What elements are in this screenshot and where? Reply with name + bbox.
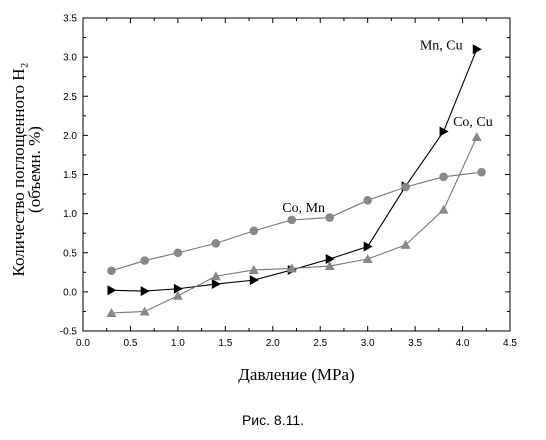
series-co-cu xyxy=(106,131,482,318)
y-tick-label: 1.0 xyxy=(63,209,77,220)
data-point xyxy=(401,182,410,192)
x-tick-label: 4.5 xyxy=(503,338,517,349)
data-point xyxy=(106,308,117,318)
data-point xyxy=(249,275,259,286)
data-point xyxy=(140,256,149,265)
data-point xyxy=(248,264,259,274)
series-layer xyxy=(106,44,486,318)
data-point xyxy=(472,44,482,55)
series-line xyxy=(111,49,478,292)
data-point xyxy=(400,239,411,249)
data-point xyxy=(286,263,297,273)
y-tick-label: 3.5 xyxy=(63,14,77,25)
x-tick-label: 3.0 xyxy=(361,338,375,349)
series-mn-cu xyxy=(107,44,482,297)
x-tick-label: 0.5 xyxy=(123,338,137,349)
data-point xyxy=(439,126,449,137)
chart: 0.0 0.5 1.0 1.5 2.0 2.5 3.0 3.5 4.0 4.5-0.50.00.5… xyxy=(9,14,518,385)
series-annotation: Co, Cu xyxy=(453,115,493,130)
x-tick-label: 1.5 xyxy=(218,338,232,349)
data-point xyxy=(211,239,221,248)
y-tick-label: 3.0 xyxy=(63,53,77,64)
y-tick-label: 0.0 xyxy=(63,287,77,298)
y-axis-title-line-2: (объемн. %) xyxy=(25,126,44,213)
data-point xyxy=(139,306,150,316)
data-point xyxy=(173,248,183,258)
data-point xyxy=(363,241,373,252)
y-tick-label: 2.0 xyxy=(63,131,77,142)
data-point xyxy=(107,285,117,296)
x-tick-label: 3.5 xyxy=(408,338,422,349)
y-tick-label: 2.5 xyxy=(63,92,77,103)
data-point xyxy=(172,290,183,300)
data-point xyxy=(249,226,259,236)
data-point xyxy=(362,254,373,264)
data-point xyxy=(210,271,221,281)
y-tick-label: 0.5 xyxy=(63,248,77,259)
axes: 0.0 0.5 1.0 1.5 2.0 2.5 3.0 3.5 4.0 4.5-0.50.00.5… xyxy=(60,14,518,350)
x-tick-label: 0.0 xyxy=(76,338,90,349)
data-point xyxy=(173,283,183,294)
figure-caption: Рис. 8.11. xyxy=(241,412,305,428)
x-tick-label: 2.0 xyxy=(266,338,280,349)
data-point xyxy=(211,279,221,290)
x-axis-title: Давление (MPa) xyxy=(238,365,354,384)
series-annotation: Co, Mn xyxy=(282,201,325,216)
series-co-mn xyxy=(107,167,486,276)
x-tick-label: 4.0 xyxy=(456,338,470,349)
data-point xyxy=(325,213,335,222)
series-line xyxy=(111,171,482,272)
y-tick-label: 1.5 xyxy=(63,170,77,181)
data-point xyxy=(140,286,150,297)
series-annotation: Mn, Cu xyxy=(420,38,463,53)
data-point xyxy=(471,131,482,141)
data-point xyxy=(477,167,486,177)
y-axis-title-line-1: Количество поглощенного H₂ xyxy=(9,62,28,276)
data-point xyxy=(325,254,335,265)
x-tick-label: 2.5 xyxy=(313,338,327,349)
data-point xyxy=(287,215,297,225)
y-tick-label: -0.5 xyxy=(60,327,78,338)
data-point xyxy=(324,261,335,271)
data-point xyxy=(107,266,116,276)
data-point xyxy=(438,204,449,214)
annotation-layer: Mn, Cu Co, Cu Co, Mn xyxy=(282,38,492,216)
data-point xyxy=(439,172,448,182)
x-tick-label: 1.0 xyxy=(171,338,185,349)
data-point xyxy=(363,196,372,205)
